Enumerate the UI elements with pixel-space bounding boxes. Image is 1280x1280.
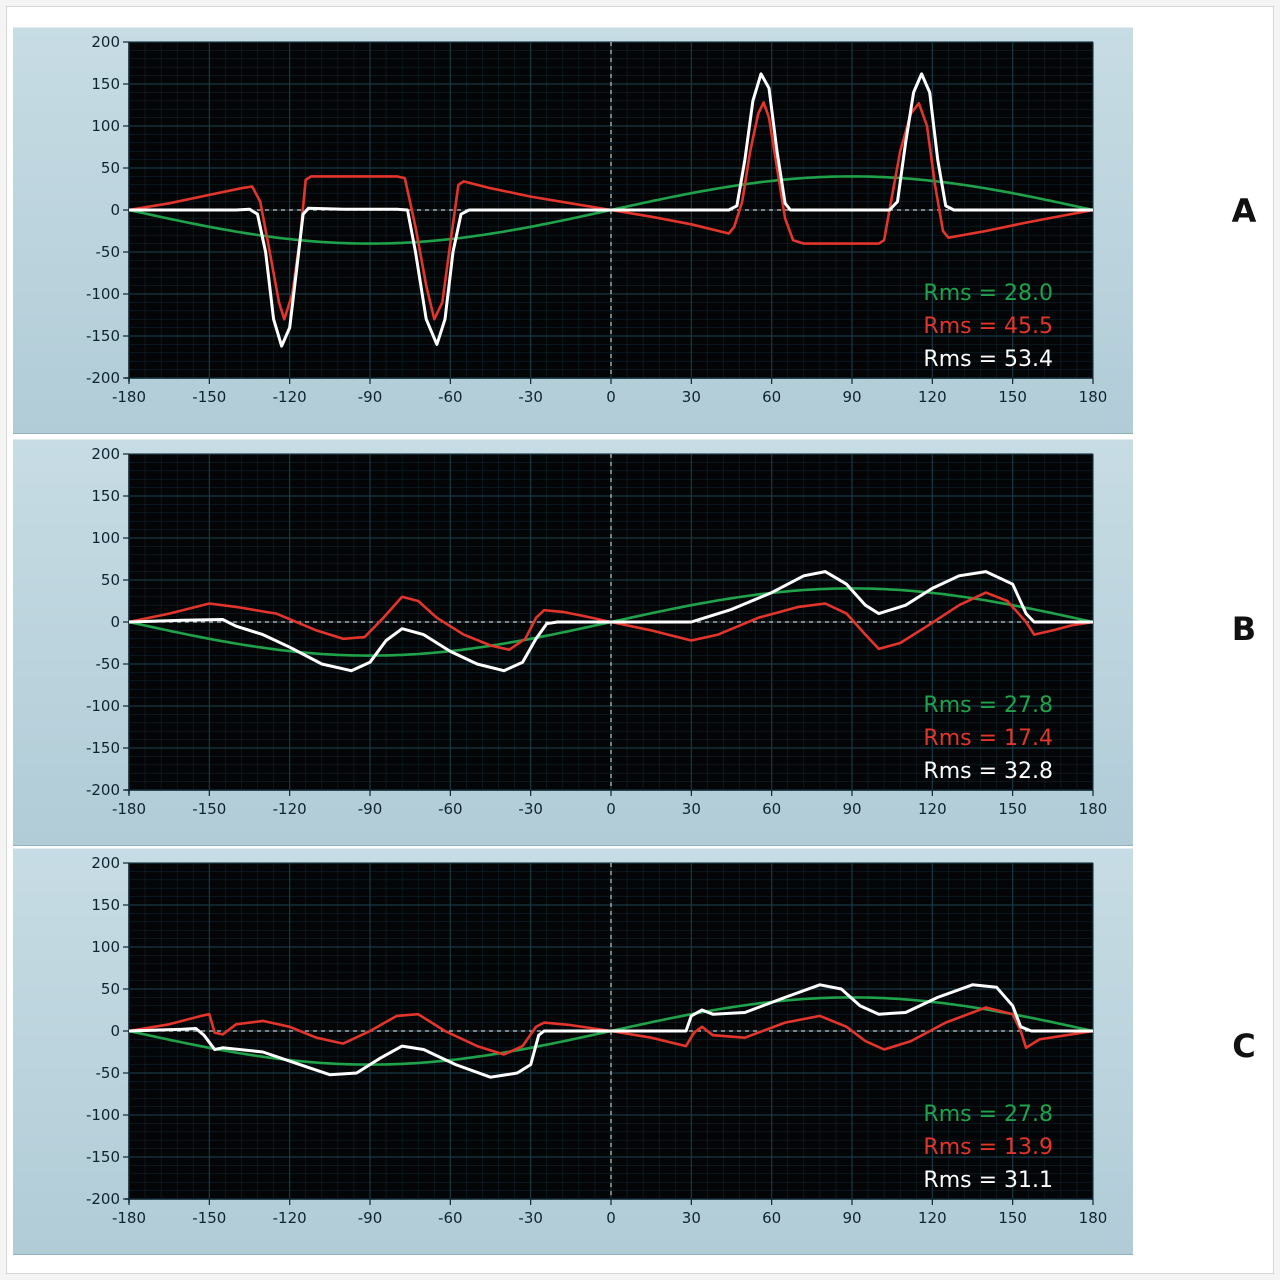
- x-tick-label: -150: [192, 800, 226, 818]
- series-line-white: [129, 72, 1093, 348]
- y-tick-label: 200: [91, 854, 120, 872]
- y-tick-label: 150: [91, 75, 120, 93]
- y-tick-label: -100: [86, 697, 120, 715]
- y-tick-label: 0: [110, 613, 120, 631]
- x-tick-label: -150: [192, 1209, 226, 1227]
- rms-label-white: Rms = 31.1: [923, 1168, 1053, 1193]
- y-tick-label: 200: [91, 445, 120, 463]
- rms-label-red: Rms = 45.5: [923, 314, 1053, 339]
- series-group: [129, 983, 1093, 1079]
- y-tick-label: 0: [110, 201, 120, 219]
- x-tick-label: 150: [998, 800, 1027, 818]
- y-tick-label: 150: [91, 487, 120, 505]
- x-tick-label: -60: [438, 388, 463, 406]
- y-tick-label: 200: [91, 33, 120, 51]
- x-tick-label: -60: [438, 800, 463, 818]
- rms-label-red: Rms = 17.4: [923, 726, 1053, 751]
- y-tick-label: 0: [110, 1022, 120, 1040]
- rms-label-green: Rms = 27.8: [923, 693, 1053, 718]
- y-tick-label: 100: [91, 529, 120, 547]
- y-tick-label: -150: [86, 739, 120, 757]
- y-tick-label: 50: [101, 159, 120, 177]
- x-tick-label: 90: [842, 800, 861, 818]
- x-tick-label: 60: [762, 800, 781, 818]
- x-tick-label: 120: [918, 388, 947, 406]
- x-tick-label: -150: [192, 388, 226, 406]
- panel-label-a: A: [1231, 192, 1257, 230]
- rms-label-white: Rms = 32.8: [923, 759, 1053, 784]
- series-group: [129, 570, 1093, 673]
- x-tick-label: 180: [1079, 388, 1108, 406]
- panel-label-c: C: [1232, 1027, 1256, 1065]
- series-line-red: [129, 591, 1093, 651]
- y-tick-label: 150: [91, 896, 120, 914]
- series-line-white: [129, 570, 1093, 673]
- x-tick-label: 30: [682, 1209, 701, 1227]
- x-tick-label: 0: [606, 800, 616, 818]
- panel-label-b: B: [1231, 610, 1257, 648]
- x-tick-label: 30: [682, 800, 701, 818]
- y-tick-label: -50: [96, 243, 121, 261]
- y-tick-label: -100: [86, 1106, 120, 1124]
- x-tick-label: -120: [273, 1209, 307, 1227]
- chart-b: 200 150 100 50 0 -50 -100 -150 -200-180 -150 -120 -…: [86, 445, 1108, 818]
- series-line-white: [129, 983, 1093, 1079]
- x-tick-label: 30: [682, 388, 701, 406]
- y-tick-label: 100: [91, 117, 120, 135]
- chart-panel-a: 200 150 100 50 0 -50 -100 -150 -200 -180 -150 -120 -…: [13, 27, 1133, 434]
- chart-panel-c: 200 150 100 50 0 -50 -100 -150 -200 -180 -150 -120 -…: [13, 848, 1133, 1255]
- rms-label-red: Rms = 13.9: [923, 1135, 1053, 1160]
- y-tick-label: 100: [91, 938, 120, 956]
- y-tick-label: 50: [101, 571, 120, 589]
- x-tick-label: 90: [842, 388, 861, 406]
- x-tick-label: -90: [358, 800, 383, 818]
- y-tick-label: -100: [86, 285, 120, 303]
- y-tick-label: -50: [96, 655, 121, 673]
- series-group: [129, 72, 1093, 348]
- x-tick-label: -30: [518, 388, 543, 406]
- x-tick-label: -120: [273, 800, 307, 818]
- y-tick-label: -200: [86, 1190, 120, 1208]
- x-tick-label: -90: [358, 388, 383, 406]
- chart-c: 200 150 100 50 0 -50 -100 -150 -200-180 -150 -120 -…: [86, 854, 1108, 1227]
- y-tick-label: -150: [86, 1148, 120, 1166]
- x-tick-label: 0: [606, 1209, 616, 1227]
- rms-label-green: Rms = 28.0: [923, 281, 1053, 306]
- chart-panel-b: 200 150 100 50 0 -50 -100 -150 -200 -180 -150 -120 -…: [13, 439, 1133, 846]
- x-tick-label: 150: [998, 1209, 1027, 1227]
- rms-label-white: Rms = 53.4: [923, 347, 1053, 372]
- x-tick-label: -180: [112, 800, 146, 818]
- x-tick-label: -30: [518, 1209, 543, 1227]
- x-tick-label: 60: [762, 388, 781, 406]
- x-tick-label: -180: [112, 1209, 146, 1227]
- x-tick-label: 120: [918, 800, 947, 818]
- x-tick-label: 150: [998, 388, 1027, 406]
- x-tick-label: 180: [1079, 1209, 1108, 1227]
- y-tick-label: -150: [86, 327, 120, 345]
- x-tick-label: 60: [762, 1209, 781, 1227]
- y-tick-label: -200: [86, 369, 120, 387]
- x-tick-label: -90: [358, 1209, 383, 1227]
- x-tick-label: 90: [842, 1209, 861, 1227]
- y-tick-label: -50: [96, 1064, 121, 1082]
- x-tick-label: 180: [1079, 800, 1108, 818]
- y-tick-label: 50: [101, 980, 120, 998]
- chart-a: 200 150 100 50 0 -50 -100 -150 -200-180 -150 -120 -…: [86, 33, 1108, 406]
- x-tick-label: 120: [918, 1209, 947, 1227]
- x-tick-label: -120: [273, 388, 307, 406]
- y-tick-label: -200: [86, 781, 120, 799]
- x-tick-label: -180: [112, 388, 146, 406]
- rms-label-green: Rms = 27.8: [923, 1102, 1053, 1127]
- x-tick-label: 0: [606, 388, 616, 406]
- x-tick-label: -60: [438, 1209, 463, 1227]
- x-tick-label: -30: [518, 800, 543, 818]
- series-line-red: [129, 1006, 1093, 1056]
